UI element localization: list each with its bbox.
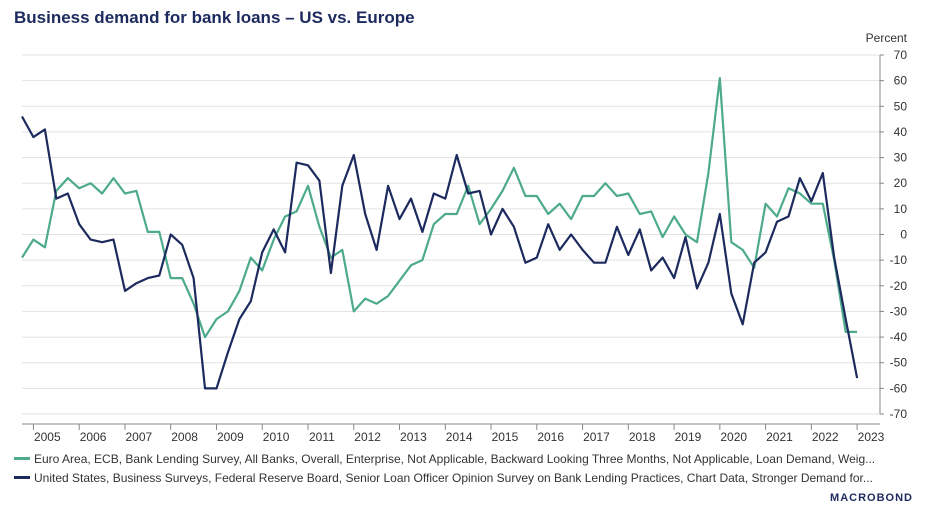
x-tick-label: 2019 bbox=[675, 430, 702, 444]
chart-title: Business demand for bank loans – US vs. … bbox=[14, 8, 415, 27]
x-tick-label: 2010 bbox=[263, 430, 290, 444]
macrobond-logo: MACROBOND bbox=[830, 492, 913, 504]
legend-label-euro: Euro Area, ECB, Bank Lending Survey, All… bbox=[34, 452, 876, 466]
y-tick-label: 60 bbox=[894, 74, 908, 88]
y-axis-label: Percent bbox=[866, 31, 908, 45]
y-tick-label: 0 bbox=[900, 228, 907, 242]
legend-item-euro: Euro Area, ECB, Bank Lending Survey, All… bbox=[14, 452, 875, 466]
x-tick-label: 2005 bbox=[34, 430, 61, 444]
x-tick-label: 2012 bbox=[354, 430, 381, 444]
y-tick-label: 20 bbox=[894, 176, 908, 190]
x-tick-label: 2023 bbox=[858, 430, 885, 444]
x-tick-label: 2011 bbox=[309, 430, 335, 444]
x-tick-label: 2008 bbox=[171, 430, 198, 444]
x-tick-label: 2016 bbox=[537, 430, 564, 444]
legend-label-us: United States, Business Surveys, Federal… bbox=[34, 471, 873, 485]
y-tick-label: -60 bbox=[890, 381, 908, 395]
y-tick-label: 10 bbox=[894, 202, 908, 216]
grid-lines bbox=[22, 54, 880, 415]
x-tick-label: 2022 bbox=[812, 430, 839, 444]
x-tick-label: 2015 bbox=[492, 430, 519, 444]
y-tick-label: -70 bbox=[890, 407, 908, 421]
axes: 706050403020100-10-20-30-40-50-60-702005… bbox=[22, 48, 907, 444]
x-tick-label: 2013 bbox=[400, 430, 427, 444]
y-tick-label: -40 bbox=[890, 330, 908, 344]
x-tick-label: 2021 bbox=[766, 430, 793, 444]
y-tick-label: 40 bbox=[894, 125, 908, 139]
series-line-united-states bbox=[21, 115, 859, 390]
x-tick-label: 2020 bbox=[720, 430, 747, 444]
x-tick-label: 2018 bbox=[629, 430, 656, 444]
legend-swatch-us bbox=[14, 476, 30, 480]
legend-item-us: United States, Business Surveys, Federal… bbox=[14, 471, 873, 485]
x-tick-label: 2007 bbox=[125, 430, 152, 444]
y-tick-label: -20 bbox=[890, 279, 908, 293]
y-tick-label: 70 bbox=[894, 48, 908, 62]
legend-swatch-euro bbox=[14, 457, 30, 461]
y-tick-label: -30 bbox=[890, 304, 908, 318]
y-tick-label: -50 bbox=[890, 356, 908, 370]
series-line-euro-area bbox=[21, 76, 858, 339]
x-tick-label: 2006 bbox=[80, 430, 107, 444]
x-tick-label: 2009 bbox=[217, 430, 244, 444]
series-lines bbox=[21, 76, 859, 390]
y-tick-label: -10 bbox=[890, 253, 908, 267]
x-tick-label: 2017 bbox=[583, 430, 610, 444]
x-tick-label: 2014 bbox=[446, 430, 473, 444]
y-tick-label: 50 bbox=[894, 99, 908, 113]
y-tick-label: 30 bbox=[894, 151, 908, 165]
